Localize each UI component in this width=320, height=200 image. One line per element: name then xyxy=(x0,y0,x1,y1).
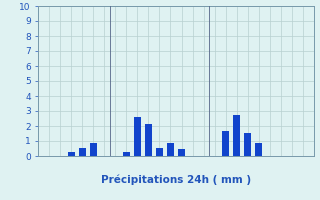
Bar xyxy=(156,148,163,156)
Bar xyxy=(244,133,252,156)
Bar xyxy=(178,149,185,156)
Bar xyxy=(145,124,152,156)
Bar xyxy=(79,148,86,156)
Bar xyxy=(233,115,240,156)
Bar xyxy=(123,152,130,156)
Bar xyxy=(68,152,75,156)
Bar xyxy=(90,142,97,156)
Bar xyxy=(134,117,141,156)
Bar xyxy=(167,142,174,156)
X-axis label: Précipitations 24h ( mm ): Précipitations 24h ( mm ) xyxy=(101,175,251,185)
Bar xyxy=(255,142,262,156)
Bar xyxy=(222,131,229,156)
